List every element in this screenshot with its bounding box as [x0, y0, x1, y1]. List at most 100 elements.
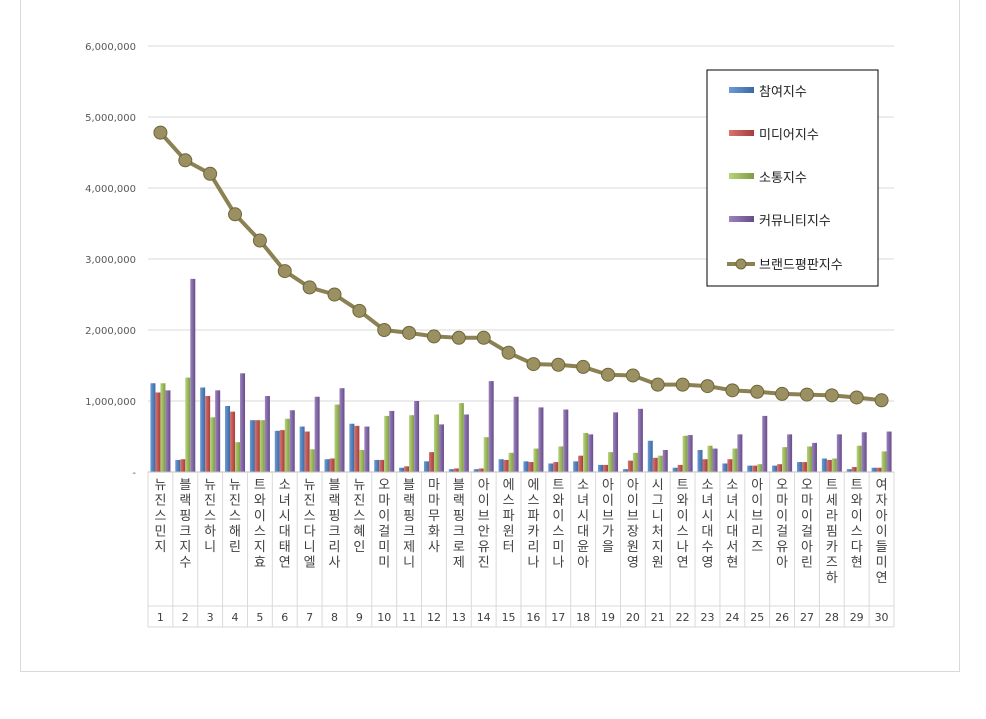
bar-1 — [573, 461, 579, 472]
y-tick-label: - — [132, 468, 136, 479]
bar-3 — [160, 383, 166, 472]
bar-2 — [404, 466, 410, 472]
bar-2 — [254, 420, 260, 472]
bar-1 — [200, 387, 206, 472]
legend-swatch-2 — [729, 130, 754, 136]
rank-label: 19 — [601, 611, 615, 624]
chart-frame: 6,000,000 5,000,000 4,000,000 3,000,000 2,00… — [20, 0, 960, 672]
bar-1 — [349, 423, 355, 472]
brand-index-point — [153, 125, 168, 140]
bar-2 — [453, 468, 459, 472]
bar-2 — [801, 462, 807, 472]
bar-1 — [448, 469, 454, 472]
bar-3 — [359, 449, 365, 472]
legend-label-1: 참여지수 — [759, 85, 807, 100]
rank-label: 10 — [377, 611, 391, 624]
bar-4 — [811, 442, 817, 472]
bar-4 — [762, 415, 768, 472]
legend-swatch-4 — [729, 216, 754, 222]
bar-3 — [732, 448, 738, 472]
bar-1 — [697, 449, 703, 472]
y-tick-label: 6,000,000 — [85, 42, 136, 53]
bar-2 — [627, 460, 633, 472]
rank-label: 17 — [551, 611, 565, 624]
bar-2 — [702, 459, 708, 472]
rank-label: 8 — [331, 611, 338, 624]
brand-index-point — [700, 379, 715, 394]
brand-index-point — [675, 377, 690, 392]
bar-1 — [722, 463, 728, 472]
legend-swatch-1 — [729, 87, 754, 93]
bar-3 — [806, 446, 812, 472]
brand-index-point — [252, 233, 267, 248]
rank-label: 5 — [256, 611, 263, 624]
bar-2 — [279, 430, 285, 472]
rank-label: 9 — [356, 611, 363, 624]
bar-3 — [707, 445, 713, 472]
bar-4 — [339, 388, 345, 472]
bar-1 — [821, 458, 827, 472]
bar-1 — [647, 440, 653, 472]
bar-1 — [772, 465, 778, 472]
bar-3 — [583, 432, 589, 472]
bar-4 — [314, 396, 320, 472]
brand-index-point — [526, 357, 541, 372]
bar-3 — [284, 418, 290, 472]
bar-2 — [752, 465, 758, 472]
legend-label-5: 브랜드평판지수 — [759, 258, 843, 273]
bar-2 — [578, 455, 584, 472]
brand-index-point — [625, 368, 640, 383]
bar-4 — [787, 434, 793, 472]
bar-3 — [309, 449, 315, 472]
bar-4 — [712, 448, 718, 472]
brand-index-point — [476, 330, 491, 345]
brand-index-point — [327, 287, 342, 302]
brand-index-point — [725, 383, 740, 398]
rank-label: 16 — [526, 611, 540, 624]
bar-4 — [414, 401, 420, 472]
bar-3 — [657, 455, 663, 472]
y-tick-label: 3,000,000 — [85, 255, 136, 266]
rank-label: 6 — [281, 611, 288, 624]
brand-index-point — [228, 207, 243, 222]
bar-1 — [423, 461, 429, 472]
bar-4 — [662, 449, 668, 472]
bar-2 — [230, 411, 236, 472]
bar-3 — [632, 452, 638, 472]
bar-1 — [498, 459, 504, 472]
bar-1 — [274, 430, 280, 472]
bar-4 — [289, 410, 295, 472]
bar-3 — [881, 451, 887, 472]
rank-label: 21 — [651, 611, 665, 624]
legend-label-2: 미디어지수 — [759, 128, 819, 143]
bar-2 — [478, 468, 484, 472]
bar-2 — [553, 462, 559, 472]
bar-1 — [249, 420, 255, 472]
bar-2 — [180, 459, 186, 472]
bar-4 — [613, 412, 619, 472]
bar-4 — [438, 424, 444, 472]
bar-1 — [622, 469, 628, 472]
legend-marker-swatch — [735, 258, 747, 270]
bar-2 — [304, 431, 310, 472]
brand-index-point — [551, 357, 566, 372]
bar-4 — [364, 426, 370, 472]
brand-index-point — [601, 367, 616, 382]
bar-2 — [876, 467, 882, 472]
y-tick-label: 1,000,000 — [85, 397, 136, 408]
bar-2 — [777, 464, 783, 472]
